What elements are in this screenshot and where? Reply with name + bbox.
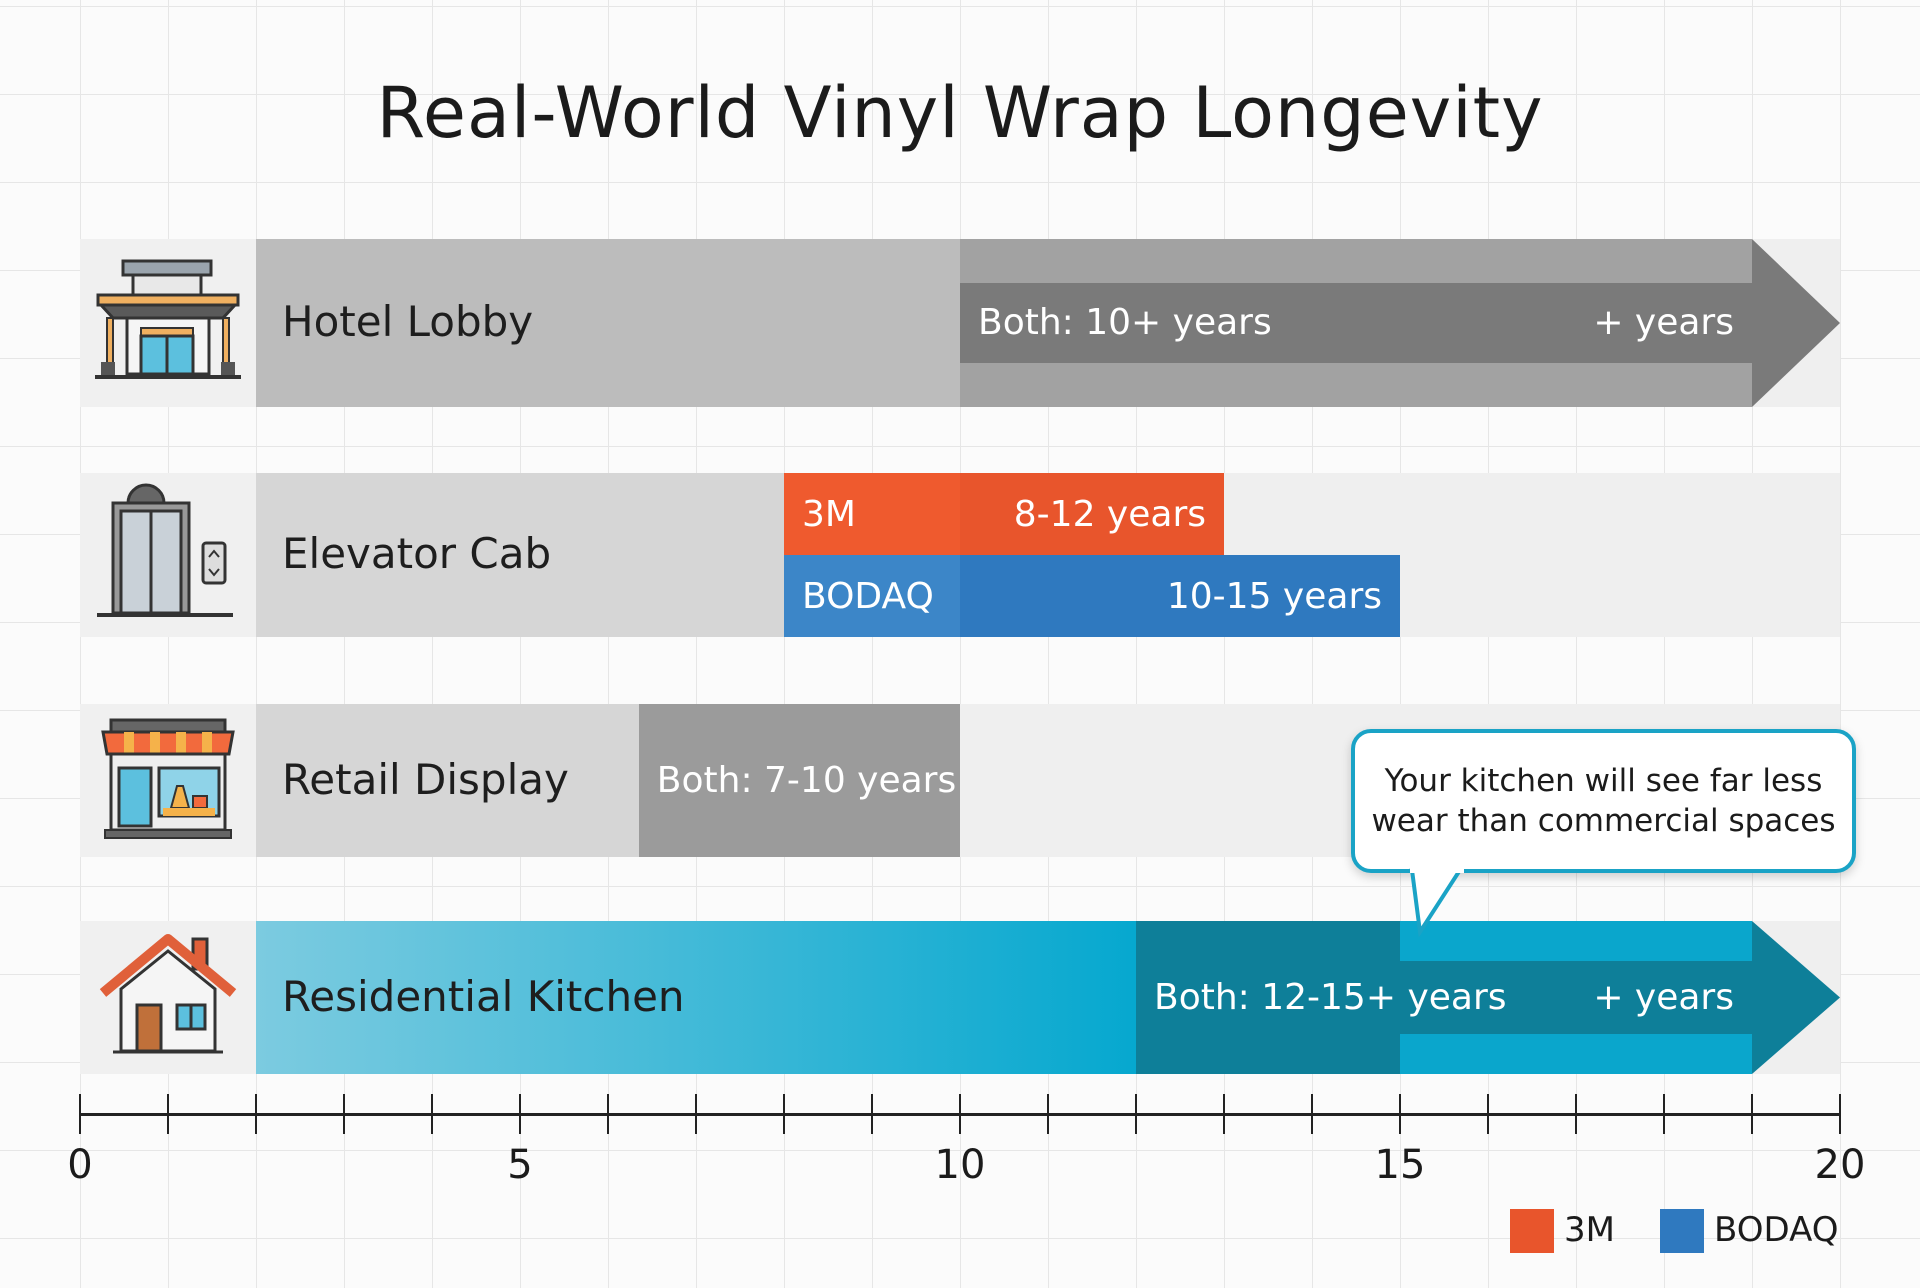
x-axis-tick xyxy=(1399,1094,1401,1134)
x-axis-tick xyxy=(519,1094,521,1134)
x-axis-tick xyxy=(431,1094,433,1134)
x-axis-tick xyxy=(1575,1094,1577,1134)
x-axis-tick xyxy=(695,1094,697,1134)
bar-series-label: BODAQ xyxy=(802,575,934,617)
row-icon-box xyxy=(80,704,256,857)
row-label: Elevator Cab xyxy=(282,529,552,578)
x-tick-label: 20 xyxy=(1814,1142,1866,1188)
x-tick-label: 15 xyxy=(1374,1142,1426,1188)
x-axis-tick xyxy=(167,1094,169,1134)
x-axis-tick xyxy=(959,1094,961,1134)
x-axis-tick xyxy=(1311,1094,1313,1134)
bar-value-label: 8-12 years xyxy=(1013,493,1206,535)
bar-3m[interactable]: 3M 8-12 years xyxy=(784,473,1224,555)
hotel-building-icon xyxy=(93,256,243,390)
row-label: Residential Kitchen xyxy=(282,971,685,1021)
row-base-bar xyxy=(256,239,960,407)
x-axis-tick xyxy=(255,1094,257,1134)
x-axis-tick xyxy=(1663,1094,1665,1134)
bar-value-label: Both: 12-15+ years xyxy=(1154,976,1507,1018)
bar-value-label: Both: 7-10 years xyxy=(656,760,957,801)
bar-open-end-label: + years xyxy=(1593,302,1734,344)
row-icon-box xyxy=(80,473,256,637)
callout-tail xyxy=(1409,868,1464,938)
bar-segment[interactable]: Both: 7-10 years xyxy=(638,704,960,857)
row-label: Retail Display xyxy=(282,754,569,804)
x-axis-tick xyxy=(1223,1094,1225,1134)
bar-segment[interactable]: Both: 10+ years + years xyxy=(960,282,1752,364)
row-base-bar xyxy=(256,921,1136,1074)
x-axis-tick xyxy=(1487,1094,1489,1134)
elevator-icon xyxy=(93,483,243,627)
x-axis-tick xyxy=(607,1094,609,1134)
x-tick-label: 0 xyxy=(67,1142,93,1188)
legend-swatch-bodaq xyxy=(1660,1209,1704,1253)
bar-series-label: 3M xyxy=(802,493,856,535)
annotation-callout: Your kitchen will see far less wear than… xyxy=(1351,729,1856,873)
x-axis-tick xyxy=(871,1094,873,1134)
x-axis-tick xyxy=(1135,1094,1137,1134)
row-label: Hotel Lobby xyxy=(282,297,534,346)
row-base-bar xyxy=(256,473,784,637)
house-icon xyxy=(93,931,243,1065)
x-axis-tick xyxy=(783,1094,785,1134)
chart-title: Real-World Vinyl Wrap Longevity xyxy=(376,72,1544,154)
row-icon-box xyxy=(80,239,256,407)
x-axis-tick xyxy=(343,1094,345,1134)
bar-value-label: 10-15 years xyxy=(1166,575,1382,617)
x-axis-tick xyxy=(1047,1094,1049,1134)
bar-value-label: Both: 10+ years xyxy=(978,302,1272,344)
legend-swatch-3m xyxy=(1510,1209,1554,1253)
row-icon-box xyxy=(80,921,256,1074)
annotation-text: Your kitchen will see far less wear than… xyxy=(1371,763,1836,839)
legend-label: BODAQ xyxy=(1714,1210,1839,1250)
storefront-icon xyxy=(93,714,243,848)
legend-label: 3M xyxy=(1564,1210,1615,1250)
bar-segment[interactable]: Both: 12-15+ years + years xyxy=(1136,960,1752,1035)
x-axis-tick xyxy=(1839,1094,1841,1134)
x-axis-tick xyxy=(1751,1094,1753,1134)
bar-open-end-label: + years xyxy=(1593,976,1734,1018)
x-tick-label: 5 xyxy=(507,1142,533,1188)
row-base-bar xyxy=(256,704,639,857)
x-axis-tick xyxy=(79,1094,81,1134)
x-tick-label: 10 xyxy=(934,1142,986,1188)
bar-bodaq[interactable]: BODAQ 10-15 years xyxy=(784,555,1400,637)
